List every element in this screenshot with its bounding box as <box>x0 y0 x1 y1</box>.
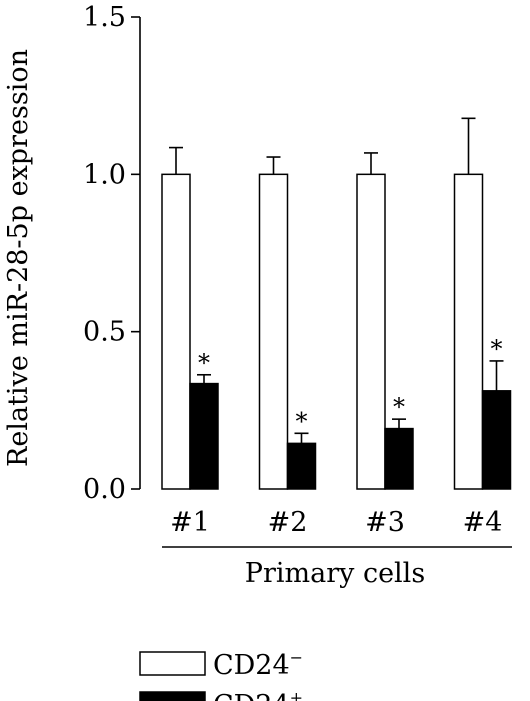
bar-cd24-negative <box>356 173 386 490</box>
legend-swatch-cd24-positive <box>139 691 206 701</box>
significance-asterisk: * <box>296 407 308 435</box>
y-axis-label: Relative miR-28-5p expression <box>3 49 34 467</box>
y-tick-label: 1.0 <box>83 159 126 190</box>
bar-cd24-negative <box>258 173 289 490</box>
x-axis-label: Primary cells <box>245 558 425 589</box>
x-tick-label: #1 <box>170 507 210 538</box>
bar-cd24-negative <box>161 173 191 490</box>
bar-cd24-positive <box>189 382 219 490</box>
significance-asterisk: * <box>491 335 503 363</box>
legend-item-cd24-negative: CD24− <box>139 648 303 681</box>
y-tick-label: 0.0 <box>83 474 126 505</box>
plot-area: 0.0 0.5 1.0 1.5 * #1 * #2 * #3 * #4 <box>83 2 512 538</box>
bar-cd24-negative <box>453 173 484 490</box>
legend-item-cd24-positive: CD24+ <box>139 688 303 701</box>
legend-label-cd24-positive: CD24+ <box>213 688 303 701</box>
significance-asterisk: * <box>198 349 210 377</box>
legend-label-cd24-negative: CD24− <box>213 648 303 681</box>
x-tick-label: #4 <box>463 507 503 538</box>
bar-cd24-positive <box>384 427 414 490</box>
legend-swatch-cd24-negative <box>139 651 206 676</box>
y-tick-label: 1.5 <box>83 2 126 33</box>
x-tick-label: #3 <box>365 507 405 538</box>
bar-cd24-positive <box>481 390 512 490</box>
legend: CD24− CD24+ <box>139 648 303 701</box>
y-tick-label: 0.5 <box>83 317 126 348</box>
x-tick-label: #2 <box>268 507 308 538</box>
bar-cd24-positive <box>286 442 317 490</box>
significance-asterisk: * <box>393 393 405 421</box>
